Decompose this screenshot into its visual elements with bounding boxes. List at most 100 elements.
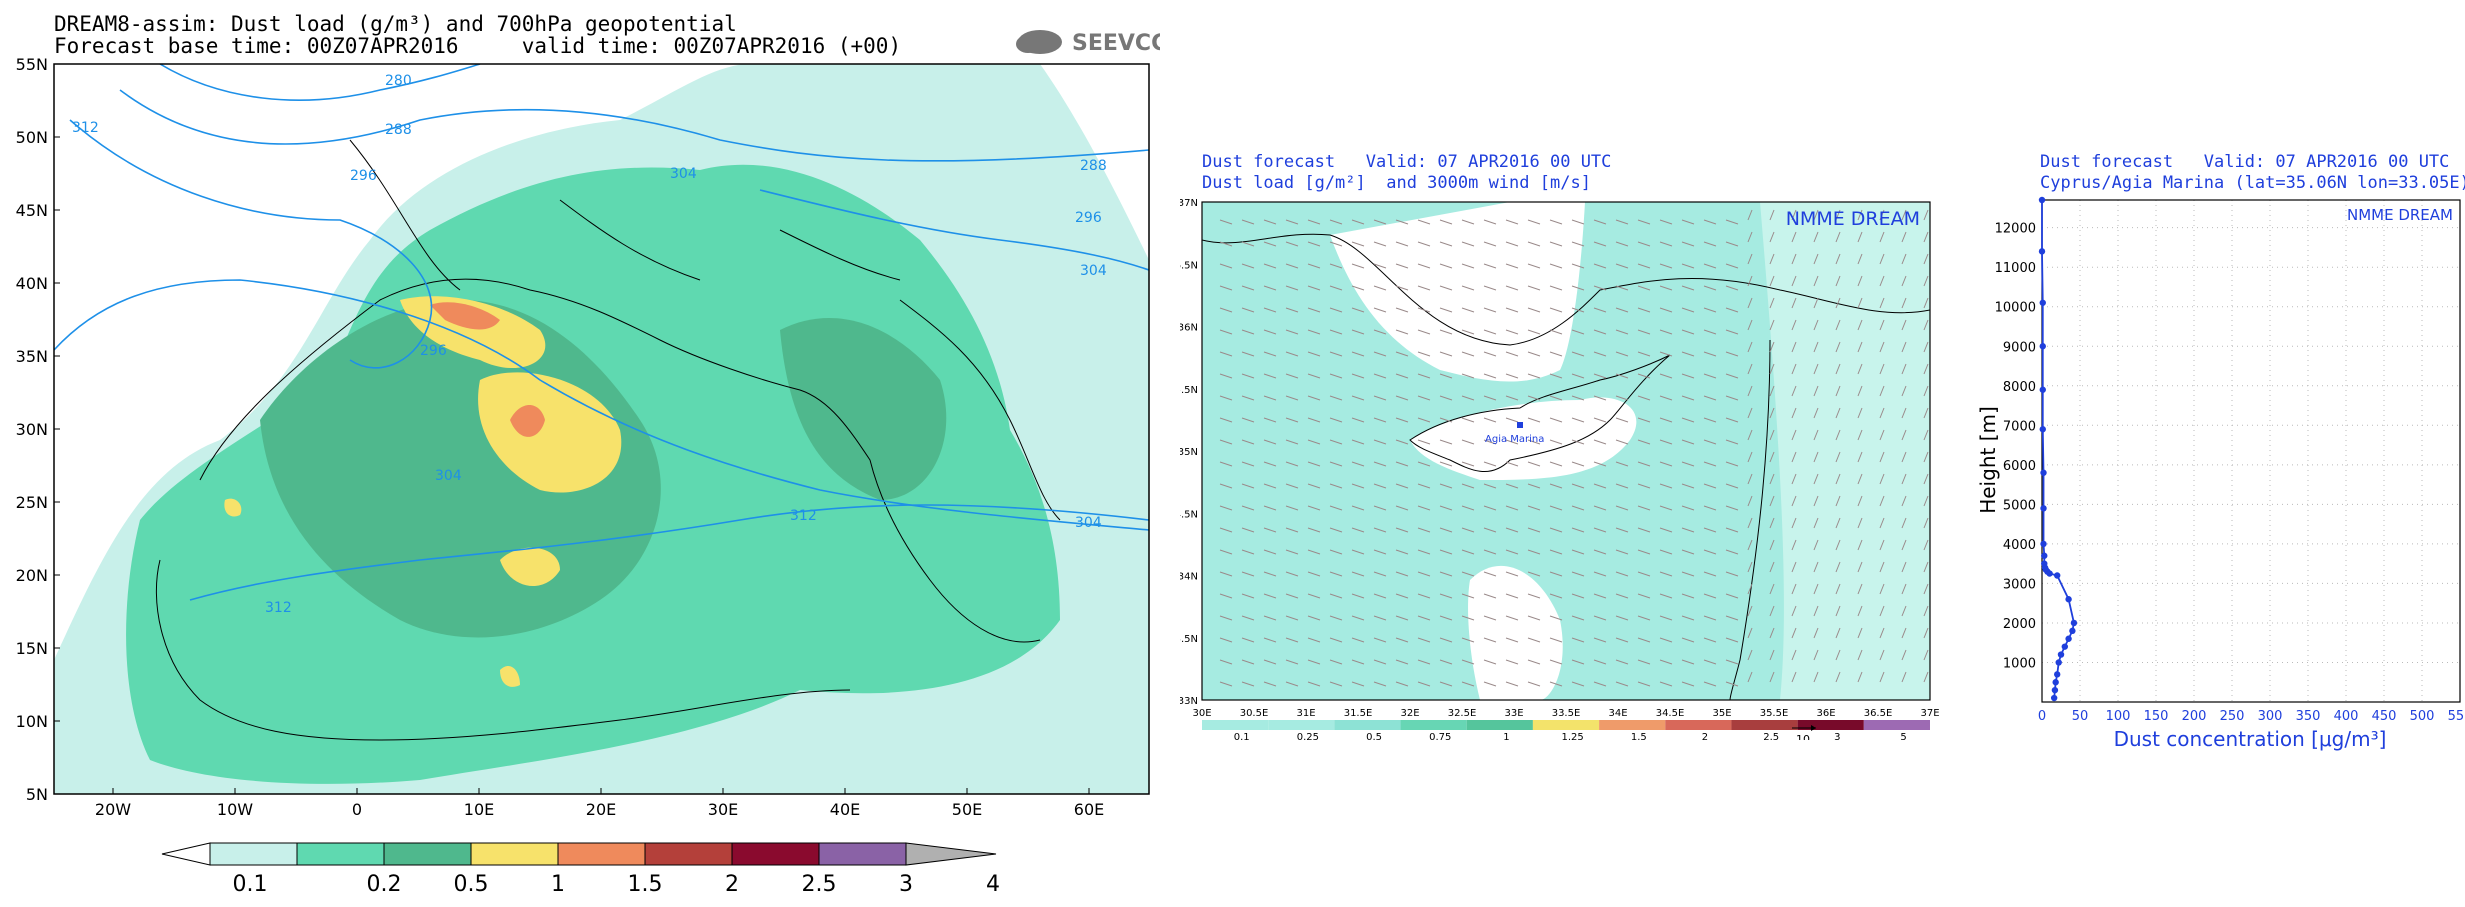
cyprus-colorbar-segment xyxy=(1202,720,1269,730)
wind-arrow xyxy=(1615,395,1629,401)
wind-arrow xyxy=(1769,539,1775,551)
wind-arrow xyxy=(1879,429,1885,441)
wind-arrow xyxy=(1791,495,1797,507)
wind-arrow xyxy=(1505,417,1519,423)
profile-point xyxy=(2070,619,2078,627)
wind-arrow xyxy=(1637,219,1651,225)
wind-arrow xyxy=(1527,219,1541,225)
lon-tick-label: 20E xyxy=(586,800,616,819)
wind-arrow xyxy=(1901,539,1907,551)
profile-point xyxy=(2039,343,2046,350)
wind-arrow xyxy=(1395,417,1409,423)
wind-arrow xyxy=(1285,417,1299,423)
wind-arrow xyxy=(1241,329,1255,335)
wind-arrow xyxy=(1659,373,1673,379)
colorbar-label: 4 xyxy=(986,872,1000,897)
wind-arrow xyxy=(1241,263,1255,269)
contour-label: 304 xyxy=(1080,263,1107,279)
wind-arrow xyxy=(1527,505,1541,511)
wind-arrow xyxy=(1307,593,1321,599)
wind-arrow xyxy=(1483,461,1497,467)
wind-arrow xyxy=(1241,681,1255,687)
wind-arrow xyxy=(1439,549,1453,555)
wind-arrow xyxy=(1285,329,1299,335)
wind-arrow xyxy=(1593,329,1607,335)
wind-arrow xyxy=(1923,363,1929,375)
lon-tick-label: 20W xyxy=(95,800,131,819)
wind-arrow xyxy=(1483,241,1497,247)
cyprus-lat-tick-label: 35N xyxy=(1180,447,1198,458)
wind-arrow xyxy=(1593,637,1607,643)
wind-arrow xyxy=(1615,373,1629,379)
wind-arrow xyxy=(1615,241,1629,247)
wind-arrow xyxy=(1307,395,1321,401)
x-tick-label: 350 xyxy=(2296,709,2321,724)
wind-arrow xyxy=(1483,219,1497,225)
wind-arrow xyxy=(1263,285,1277,291)
wind-arrow xyxy=(1725,483,1739,489)
wind-arrow xyxy=(1747,209,1753,221)
wind-arrow xyxy=(1307,373,1321,379)
wind-arrow xyxy=(1373,549,1387,555)
wind-arrow xyxy=(1285,615,1299,621)
wind-arrow xyxy=(1747,253,1753,265)
profile-point xyxy=(2038,196,2046,204)
wind-arrow xyxy=(1813,605,1819,617)
profile-watermark: NMME DREAM xyxy=(2347,206,2453,224)
wind-arrow xyxy=(1417,571,1431,577)
wind-arrow xyxy=(1395,681,1409,687)
x-tick-label: 200 xyxy=(2182,709,2207,724)
wind-arrow xyxy=(1615,681,1629,687)
wind-arrow xyxy=(1307,263,1321,269)
wind-arrow xyxy=(1901,517,1907,529)
wind-arrow xyxy=(1395,505,1409,511)
wind-arrow xyxy=(1439,439,1453,445)
wind-arrow xyxy=(1637,593,1651,599)
wind-arrow xyxy=(1571,593,1585,599)
wind-arrow xyxy=(1813,671,1819,683)
wind-arrow xyxy=(1395,219,1409,225)
wind-arrow xyxy=(1615,263,1629,269)
cyprus-lat-tick-label: 36N xyxy=(1180,323,1198,334)
logo-text: SEEVCCC xyxy=(1072,31,1160,56)
wind-arrow xyxy=(1307,329,1321,335)
wind-arrow xyxy=(1241,461,1255,467)
wind-arrow xyxy=(1571,351,1585,357)
wind-arrow xyxy=(1549,527,1563,533)
wind-arrow xyxy=(1395,241,1409,247)
wind-arrow xyxy=(1549,417,1563,423)
wind-arrow xyxy=(1879,407,1885,419)
wind-arrow xyxy=(1505,461,1519,467)
wind-arrow xyxy=(1923,451,1929,463)
colorbar-segment xyxy=(209,842,298,866)
wind-arrow xyxy=(1263,417,1277,423)
wind-arrow xyxy=(1329,241,1343,247)
cyprus-colorbar-label: 2.5 xyxy=(1763,732,1779,740)
wind-arrow xyxy=(1219,483,1233,489)
wind-arrow xyxy=(1615,505,1629,511)
wind-arrow xyxy=(1505,593,1519,599)
wind-arrow xyxy=(1285,571,1299,577)
wind-arrow xyxy=(1417,637,1431,643)
wind-arrow xyxy=(1439,285,1453,291)
wind-arrow xyxy=(1439,461,1453,467)
contour-labels: 280 288 296 304 312 288 296 304 296 304 … xyxy=(72,73,1107,616)
wind-arrow xyxy=(1241,417,1255,423)
wind-arrow xyxy=(1417,219,1431,225)
wind-arrow xyxy=(1813,539,1819,551)
wind-arrow xyxy=(1835,297,1841,309)
wind-arrow xyxy=(1329,483,1343,489)
wind-arrow xyxy=(1395,615,1409,621)
wind-arrow xyxy=(1417,593,1431,599)
colorbar-segment xyxy=(470,842,559,866)
wind-arrow xyxy=(1901,627,1907,639)
wind-arrow xyxy=(1241,307,1255,313)
wind-arrow xyxy=(1615,417,1629,423)
wind-arrow xyxy=(1769,385,1775,397)
wind-arrow xyxy=(1263,263,1277,269)
wind-arrow xyxy=(1615,307,1629,313)
wind-arrow xyxy=(1483,549,1497,555)
wind-scale-label: 10 xyxy=(1796,733,1810,740)
wind-arrow xyxy=(1593,615,1607,621)
wind-arrow xyxy=(1571,637,1585,643)
